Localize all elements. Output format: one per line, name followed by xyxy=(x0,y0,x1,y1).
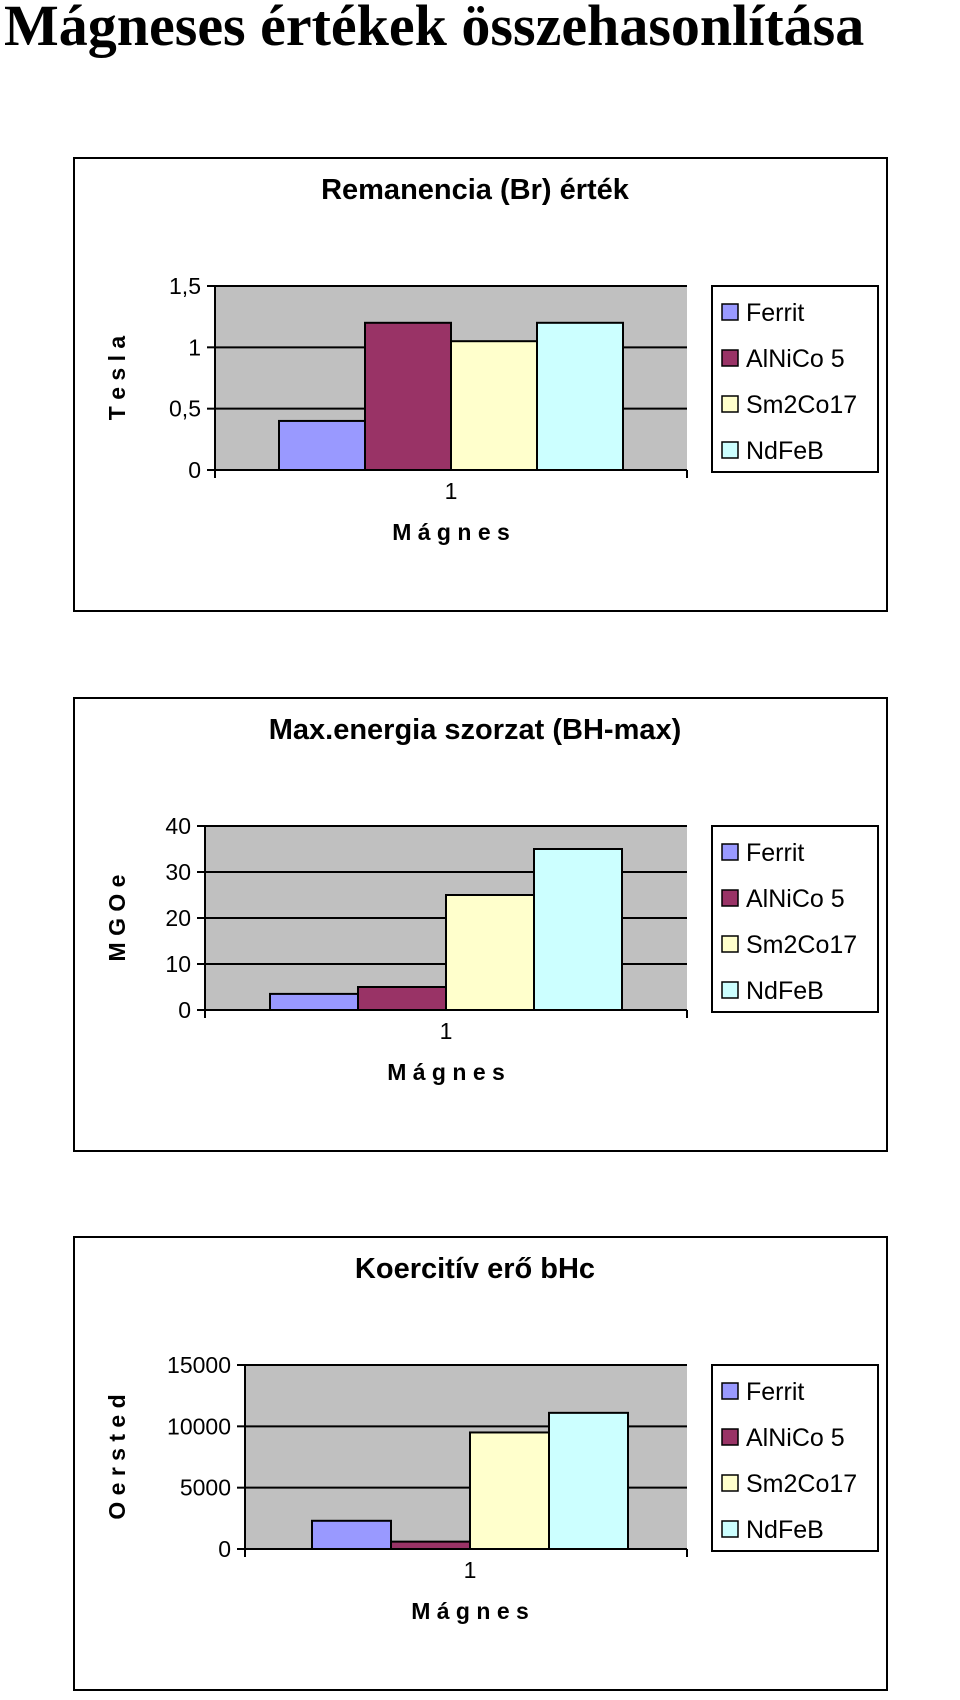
legend-swatch xyxy=(721,843,739,861)
legend-swatch xyxy=(721,1520,739,1538)
legend-label: Ferrit xyxy=(746,839,804,867)
bar-alnico-5 xyxy=(364,321,452,471)
x-axis-title: M á g n e s xyxy=(392,519,510,545)
bar-sm2co17 xyxy=(450,340,538,471)
legend-label: NdFeB xyxy=(746,437,824,465)
legend-swatch xyxy=(721,1428,739,1446)
bar-alnico-5 xyxy=(357,986,447,1011)
y-tick-label: 0 xyxy=(188,457,201,483)
legend: Ferrit AlNiCo 5 Sm2Co17 NdFeB xyxy=(711,285,879,473)
y-tick-label: 5000 xyxy=(180,1475,231,1501)
y-tick-label: 0 xyxy=(218,1536,231,1562)
legend-box xyxy=(711,825,879,1013)
chart-bh-max-svg: Max.energia szorzat (BH-max) 0 10 20 30 40 1 M … xyxy=(104,714,879,1085)
bar-ferrit xyxy=(269,992,359,1011)
y-axis-title: T e s l a xyxy=(104,336,130,421)
legend-swatch xyxy=(721,349,739,367)
y-tick-label: 10 xyxy=(165,951,191,977)
legend-label: Ferrit xyxy=(746,299,804,327)
legend-swatch xyxy=(721,303,739,321)
legend-label: NdFeB xyxy=(746,1516,824,1544)
chart-remanencia: Remanencia (Br) érték 0 0,5 1 1,5 1 M á g n e … xyxy=(73,157,888,612)
x-tick-label: 1 xyxy=(440,1018,453,1044)
legend-label: Sm2Co17 xyxy=(746,931,857,959)
legend-box xyxy=(711,285,879,473)
legend: Ferrit AlNiCo 5 Sm2Co17 NdFeB xyxy=(711,1364,879,1552)
legend-label: Ferrit xyxy=(746,1378,804,1406)
x-axis-title: M á g n e s xyxy=(387,1059,505,1085)
y-tick-label: 20 xyxy=(165,905,191,931)
legend-swatch xyxy=(721,935,739,953)
chart-title: Max.energia szorzat (BH-max) xyxy=(269,714,682,746)
y-axis-title: M G O e xyxy=(104,875,130,962)
legend-swatch xyxy=(721,1474,739,1492)
y-tick-label: 15000 xyxy=(167,1352,231,1378)
legend-label: AlNiCo 5 xyxy=(746,885,845,913)
chart-title: Remanencia (Br) érték xyxy=(321,174,630,206)
legend-label: AlNiCo 5 xyxy=(746,345,845,373)
y-axis-title: O e r s t e d xyxy=(104,1394,130,1519)
legend-swatch xyxy=(721,1382,739,1400)
legend-label: Sm2Co17 xyxy=(746,391,857,419)
bar-ndfeb xyxy=(548,1411,629,1550)
x-axis-title: M á g n e s xyxy=(411,1598,529,1624)
chart-koercitiv: Koercitív erő bHc 0 5000 10000 15000 1 M á g n… xyxy=(73,1236,888,1691)
x-tick-label: 1 xyxy=(464,1557,477,1583)
y-tick-label: 1 xyxy=(188,334,201,360)
x-tick-label: 1 xyxy=(445,478,458,504)
bar-ndfeb xyxy=(533,848,623,1011)
bar-alnico-5 xyxy=(390,1540,471,1551)
y-tick-label: 30 xyxy=(165,859,191,885)
page-title: Mágneses értékek összehasonlítása xyxy=(4,0,865,58)
chart-bh-max: Max.energia szorzat (BH-max) 0 10 20 30 40 1 M … xyxy=(73,697,888,1152)
y-tick-label: 0,5 xyxy=(169,396,201,422)
legend-swatch xyxy=(721,441,739,459)
legend-label: AlNiCo 5 xyxy=(746,1424,845,1452)
bar-sm2co17 xyxy=(445,894,535,1011)
bar-ferrit xyxy=(278,419,366,471)
legend-swatch xyxy=(721,889,739,907)
chart-title: Koercitív erő bHc xyxy=(355,1253,595,1285)
legend: Ferrit AlNiCo 5 Sm2Co17 NdFeB xyxy=(711,825,879,1013)
y-tick-label: 1,5 xyxy=(169,273,201,299)
chart-remanencia-svg: Remanencia (Br) érték 0 0,5 1 1,5 1 M á g n e … xyxy=(104,174,879,545)
chart-koercitiv-svg: Koercitív erő bHc 0 5000 10000 15000 1 M á g n… xyxy=(104,1253,879,1624)
bar-ferrit xyxy=(311,1519,392,1550)
legend-label: NdFeB xyxy=(746,977,824,1005)
bar-sm2co17 xyxy=(469,1431,550,1550)
legend-label: Sm2Co17 xyxy=(746,1470,857,1498)
legend-swatch xyxy=(721,981,739,999)
legend-swatch xyxy=(721,395,739,413)
legend-box xyxy=(711,1364,879,1552)
y-tick-label: 40 xyxy=(165,813,191,839)
y-tick-label: 10000 xyxy=(167,1413,231,1439)
bar-ndfeb xyxy=(536,321,624,471)
y-tick-label: 0 xyxy=(178,997,191,1023)
